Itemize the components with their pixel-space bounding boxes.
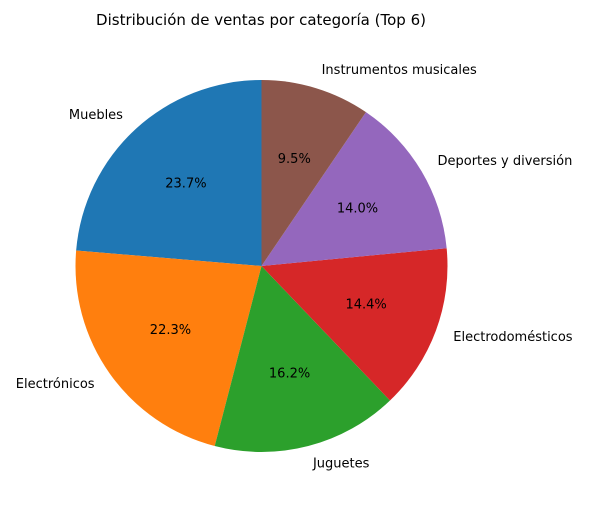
slice-label-instrumentos-musicales: Instrumentos musicales	[322, 63, 477, 78]
slice-label-muebles: Muebles	[69, 108, 123, 123]
slice-label-deportes-y-diversion: Deportes y diversión	[437, 154, 572, 169]
slice-percent-electrodomesticos: 14.4%	[345, 297, 386, 312]
slice-percent-juguetes: 16.2%	[269, 367, 310, 382]
slice-label-electrodomesticos: Electrodomésticos	[453, 330, 573, 345]
slice-percent-instrumentos-musicales: 9.5%	[278, 152, 311, 167]
pie-slices	[76, 80, 448, 452]
slice-percent-electronicos: 22.3%	[150, 323, 191, 338]
slice-percent-deportes-y-diversion: 14.0%	[337, 202, 378, 217]
chart-title: Distribución de ventas por categoría (To…	[96, 11, 426, 29]
slice-label-juguetes: Juguetes	[312, 457, 370, 472]
slice-percent-muebles: 23.7%	[165, 176, 206, 191]
slice-label-electronicos: Electrónicos	[16, 377, 95, 392]
